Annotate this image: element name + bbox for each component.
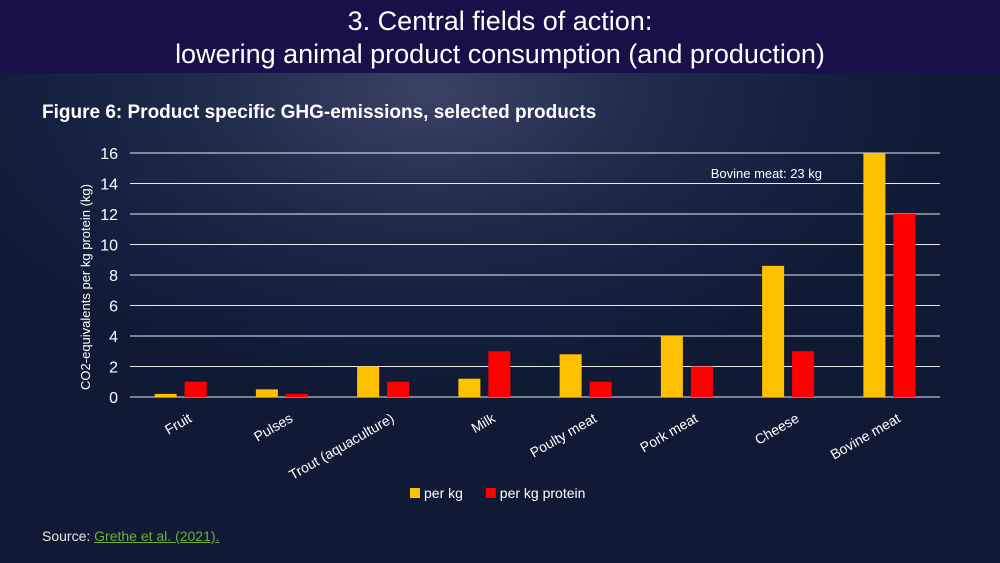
- y-axis-label: CO2-equivalents per kg protein (kg): [78, 184, 93, 390]
- bar-trout-aquaculture-per-kg: [357, 366, 380, 397]
- bar-poulty-meat-per-kg: [559, 354, 582, 397]
- bar-fruit-per-kg-protein: [184, 381, 207, 397]
- annotation-bovine: Bovine meat: 23 kg: [711, 166, 822, 181]
- bar-cheese-per-kg: [762, 265, 785, 397]
- bar-pork-meat-per-kg-protein: [690, 366, 713, 397]
- x-tick-label-7: Bovine meat: [827, 410, 902, 463]
- legend-label-1: per kg protein: [500, 485, 586, 501]
- bar-pulses-per-kg-protein: [285, 393, 308, 397]
- bar-fruit-per-kg: [154, 393, 177, 397]
- x-tick-label-0: Fruit: [162, 410, 194, 438]
- y-tick-label-6: 6: [109, 299, 118, 316]
- bar-milk-per-kg: [458, 378, 481, 397]
- bar-poulty-meat-per-kg-protein: [589, 381, 612, 397]
- figure-title: Figure 6: Product specific GHG-emissions…: [42, 102, 597, 123]
- x-tick-label-5: Pork meat: [637, 410, 700, 456]
- y-tick-label-4: 4: [109, 329, 118, 346]
- slide-title-line1: 3. Central fields of action:: [347, 6, 653, 36]
- y-tick-label-16: 16: [100, 146, 118, 163]
- bar-milk-per-kg-protein: [488, 351, 511, 397]
- y-tick-label-14: 14: [100, 177, 118, 194]
- x-tick-label-4: Poulty meat: [527, 410, 599, 461]
- y-tick-label-12: 12: [100, 207, 118, 224]
- x-tick-label-1: Pulses: [251, 410, 295, 445]
- y-tick-label-8: 8: [109, 268, 118, 285]
- slide-title: 3. Central fields of action: lowering an…: [0, 0, 1000, 73]
- source-link[interactable]: Grethe et al. (2021).: [94, 528, 220, 544]
- legend-swatch-1: [485, 488, 496, 498]
- y-tick-label-0: 0: [109, 390, 118, 407]
- bar-pork-meat-per-kg: [660, 336, 683, 397]
- bar-bovine-meat-per-kg: [863, 153, 886, 397]
- y-tick-label-2: 2: [109, 360, 118, 377]
- source-line: Source: Grethe et al. (2021).: [42, 528, 219, 544]
- bar-pulses-per-kg: [255, 389, 278, 397]
- legend-swatch-0: [410, 488, 420, 498]
- bar-bovine-meat-per-kg-protein: [893, 214, 916, 397]
- x-tick-label-6: Cheese: [752, 410, 802, 448]
- x-tick-label-3: Milk: [468, 409, 498, 436]
- y-tick-label-10: 10: [100, 238, 118, 255]
- x-tick-label-2: Trout (aquaculture): [286, 410, 397, 483]
- legend-label-0: per kg: [424, 485, 463, 501]
- slide-title-line2: lowering animal product consumption (and…: [175, 39, 825, 69]
- source-prefix: Source:: [42, 528, 95, 544]
- bar-cheese-per-kg-protein: [792, 351, 815, 397]
- bar-trout-aquaculture-per-kg-protein: [387, 381, 410, 397]
